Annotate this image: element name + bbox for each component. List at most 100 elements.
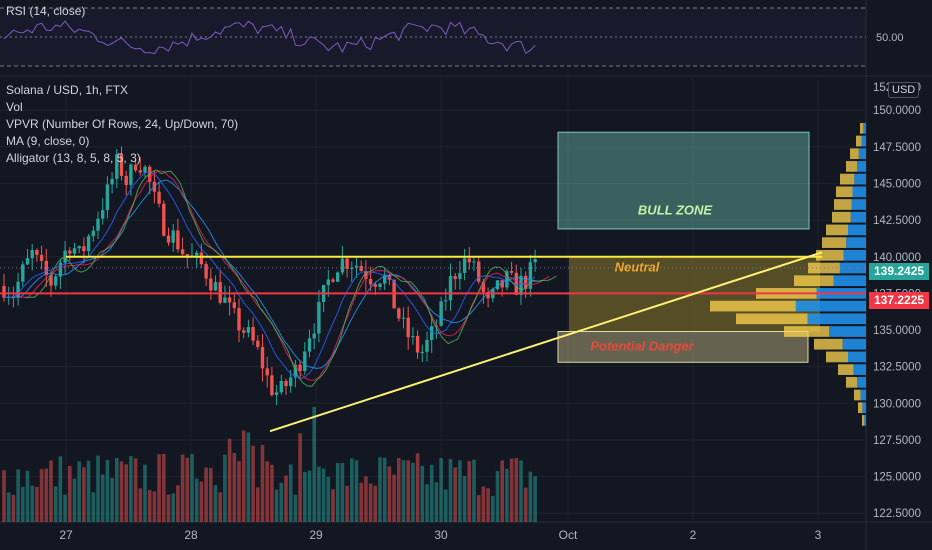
candle-body <box>453 276 457 280</box>
volume-bar <box>476 495 481 522</box>
time-tick-label: 30 <box>434 528 448 542</box>
volume-bar <box>368 483 373 522</box>
vpvr-down-bar <box>858 402 863 414</box>
candle-body <box>514 272 518 295</box>
time-tick-label: 28 <box>184 528 198 542</box>
volume-bar <box>162 454 166 522</box>
vpvr-up-bar <box>852 186 866 198</box>
volume-bar <box>143 464 147 522</box>
legend-alligator[interactable]: Alligator (13, 8, 5, 8, 5, 3) <box>6 151 141 165</box>
price-tick-label: 127.5000 <box>873 435 921 447</box>
volume-bar <box>194 478 199 522</box>
vpvr-up-bar <box>858 148 866 160</box>
candle-body <box>77 246 81 249</box>
candle-body <box>368 278 373 285</box>
vpvr-up-bar <box>843 249 866 261</box>
candle-body <box>105 184 110 211</box>
bull-zone-label: BULL ZONE <box>638 202 712 217</box>
price-tick-label: 122.5000 <box>873 508 921 520</box>
candle-body <box>185 254 189 257</box>
volume-bar <box>533 476 537 522</box>
candle-body <box>110 178 114 185</box>
candle-body <box>509 271 514 273</box>
volume-bar <box>185 457 190 522</box>
candle-body <box>86 236 91 252</box>
vpvr-down-bar <box>822 237 847 248</box>
volume-bar <box>382 457 387 522</box>
volume-bar <box>53 486 58 522</box>
volume-bar <box>392 474 396 522</box>
volume-bar <box>429 464 434 522</box>
volume-bar <box>495 471 500 522</box>
volume-bar <box>2 470 6 522</box>
legend-vpvr[interactable]: VPVR (Number Of Rows, 24, Up/Down, 70) <box>6 117 239 131</box>
current-price-tag: 139.2425 <box>869 263 929 280</box>
volume-bar <box>307 470 312 522</box>
volume-bar <box>63 494 67 522</box>
volume-bar <box>256 487 260 522</box>
candle-body <box>420 351 424 353</box>
candle-body <box>477 261 481 282</box>
candle-body <box>242 330 246 333</box>
volume-bar <box>462 475 467 522</box>
volume-bar <box>157 454 161 522</box>
candle-body <box>195 252 199 256</box>
candle-body <box>486 291 490 299</box>
legend-symbol[interactable]: Solana / USD, 1h, FTX <box>6 83 129 97</box>
candle-body <box>430 326 434 340</box>
volume-bar <box>204 467 208 522</box>
volume-bar <box>298 433 302 522</box>
volume-bar <box>387 466 392 522</box>
candle-body <box>495 280 500 290</box>
volume-bar <box>100 474 105 522</box>
candle-body <box>256 340 260 347</box>
volume-bar <box>190 453 194 522</box>
candle-body <box>25 258 30 265</box>
volume-bar <box>16 469 20 522</box>
price-tick-label: 150.0000 <box>873 105 921 117</box>
volume-bar <box>486 488 490 522</box>
candle-body <box>411 336 415 338</box>
candle-body <box>129 164 133 185</box>
candle-body <box>115 154 119 179</box>
volume-bar <box>444 489 448 522</box>
vpvr-down-bar <box>834 199 852 210</box>
candle-body <box>21 264 25 282</box>
price-tick-label: 132.5000 <box>873 362 921 374</box>
volume-bar <box>209 468 213 522</box>
volume-bar <box>467 461 472 522</box>
candle-body <box>472 261 476 263</box>
time-tick-label: 27 <box>59 528 73 542</box>
currency-badge[interactable]: USD <box>888 82 920 98</box>
candle-body <box>383 274 387 284</box>
volume-bar <box>312 407 316 522</box>
vpvr-up-bar <box>853 364 866 375</box>
vpvr-down-bar <box>846 376 857 388</box>
legend-vol[interactable]: Vol <box>6 100 23 114</box>
volume-bar <box>251 445 255 522</box>
ma-line <box>3 171 536 380</box>
legend-ma[interactable]: MA (9, close, 0) <box>6 134 90 148</box>
time-tick-label: 2 <box>690 528 697 542</box>
volume-bar <box>359 482 363 522</box>
volume-bar <box>11 494 16 522</box>
vpvr-up-bar <box>848 224 866 236</box>
candle-body <box>326 279 330 286</box>
candle-body <box>35 249 39 255</box>
vpvr-up-bar <box>857 161 866 172</box>
alligator-lips-line <box>25 169 557 387</box>
volume-bar <box>166 494 171 522</box>
volume-bar <box>472 459 476 522</box>
candle-body <box>397 308 401 319</box>
candle-body <box>143 166 147 173</box>
vpvr-down-bar <box>784 326 830 337</box>
vpvr-down-bar <box>832 211 851 223</box>
volume-bar <box>58 456 63 522</box>
vpvr-down-bar <box>736 313 808 325</box>
volume-bar <box>274 489 279 522</box>
volume-bar <box>350 458 354 522</box>
candle-body <box>157 191 161 204</box>
candle-body <box>500 280 504 288</box>
volume-bar <box>25 470 30 522</box>
